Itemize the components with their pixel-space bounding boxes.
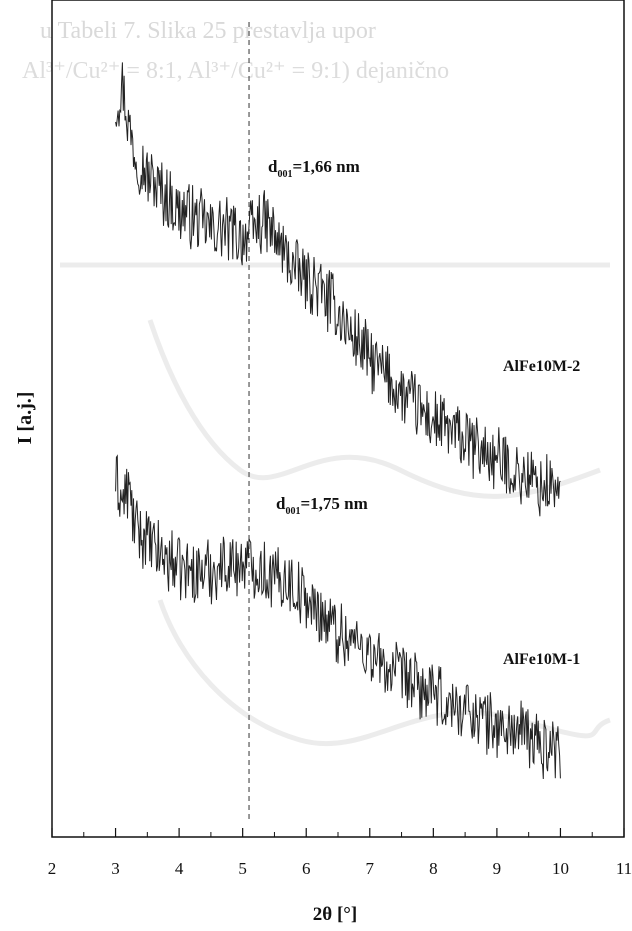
plot-frame bbox=[51, 0, 625, 838]
annotation-upper-subscript: 001 bbox=[277, 169, 292, 180]
annotation-lower-value: =1,75 nm bbox=[300, 494, 367, 513]
ghost-curves bbox=[60, 262, 611, 747]
x-tick-label-6: 6 bbox=[302, 859, 311, 878]
annotation-upper-symbol: d bbox=[268, 157, 278, 176]
header-line-1: u Tabeli 7. Slika 25 prestavlja upor bbox=[40, 18, 376, 44]
x-axis-ticks bbox=[51, 828, 625, 837]
header-line-2: Al³⁺/Cu²⁺ = 8:1, Al³⁺/Cu²⁺ = 9:1) dejani… bbox=[22, 58, 449, 84]
annotation-lower-symbol: d bbox=[276, 494, 286, 513]
series-layer bbox=[115, 62, 561, 780]
annotation-lower-subscript: 001 bbox=[285, 506, 300, 517]
annotation-upper-value: =1,66 nm bbox=[292, 157, 359, 176]
x-axis-tick-labels: 2 3 4 5 6 7 8 9 10 11 bbox=[48, 859, 632, 878]
x-axis-title: 2θ [°] bbox=[313, 904, 357, 925]
series-line-alfe10m-2 bbox=[115, 62, 561, 517]
series-label-alfe10m-1: AlFe10M-1 bbox=[503, 651, 580, 668]
x-tick-label-4: 4 bbox=[175, 859, 184, 878]
x-tick-label-11: 11 bbox=[616, 859, 632, 878]
x-tick-label-8: 8 bbox=[429, 859, 438, 878]
annotation-lower: d001=1,75 nm bbox=[276, 494, 368, 517]
series-label-alfe10m-2: AlFe10M-2 bbox=[503, 358, 580, 375]
y-axis-title: I [a.j.] bbox=[14, 392, 36, 445]
x-tick-label-2: 2 bbox=[48, 859, 57, 878]
x-tick-label-10: 10 bbox=[552, 859, 569, 878]
x-tick-label-3: 3 bbox=[111, 859, 120, 878]
series-line-alfe10m-1 bbox=[115, 454, 561, 780]
x-tick-label-5: 5 bbox=[238, 859, 247, 878]
annotation-upper: d001=1,66 nm bbox=[268, 157, 360, 180]
x-tick-label-7: 7 bbox=[366, 859, 375, 878]
x-tick-label-9: 9 bbox=[493, 859, 502, 878]
